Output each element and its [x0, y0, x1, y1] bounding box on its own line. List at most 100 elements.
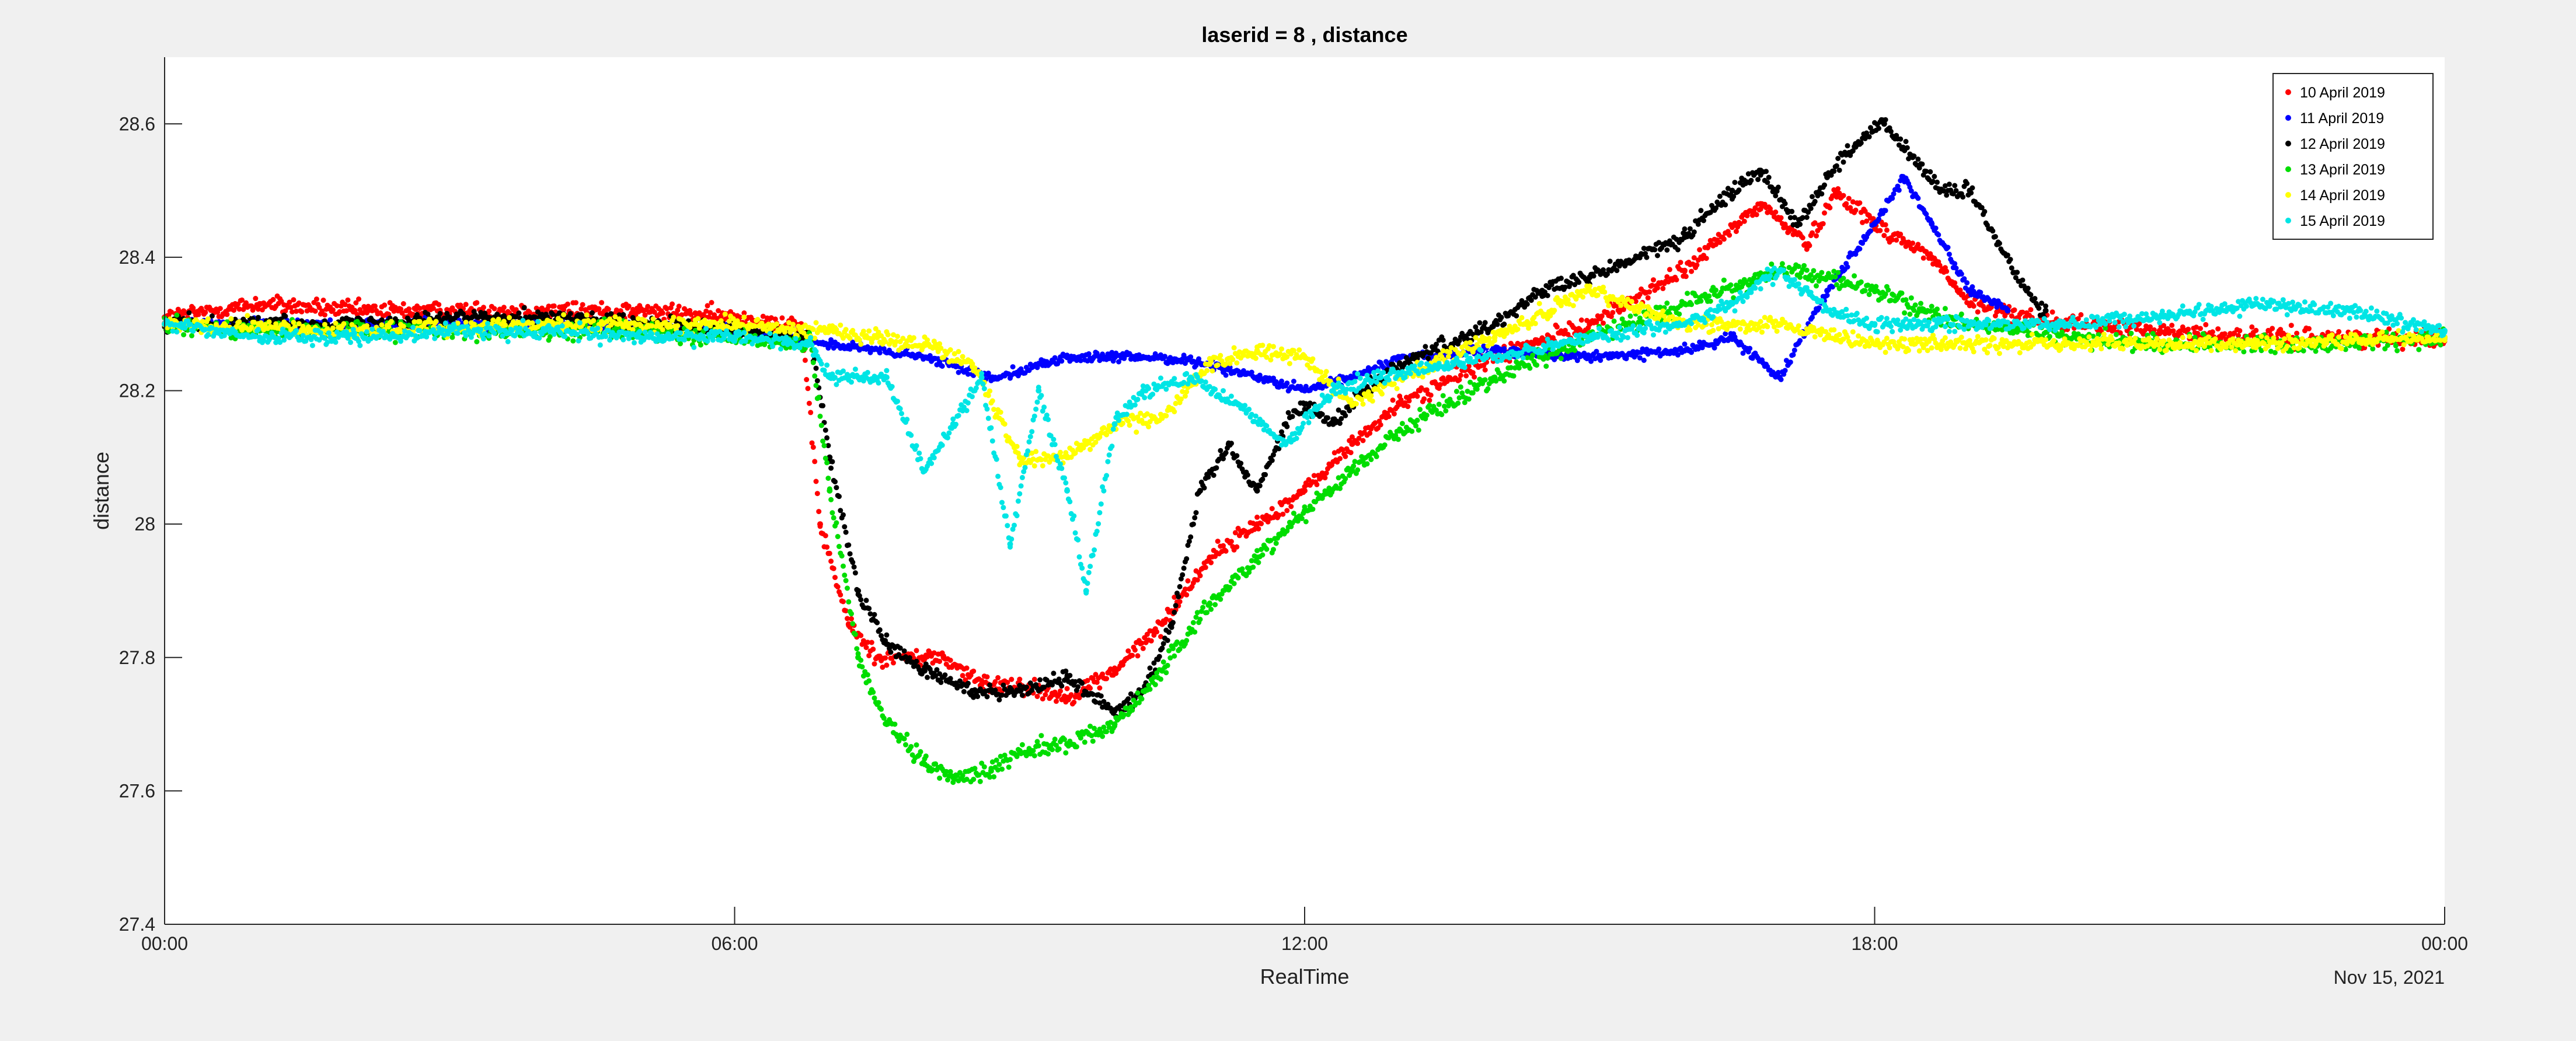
- data-point: [570, 338, 576, 344]
- data-point: [1744, 213, 1750, 219]
- data-point: [181, 332, 187, 338]
- data-point: [679, 312, 685, 318]
- data-point: [1773, 193, 1779, 198]
- data-point: [1992, 234, 1998, 239]
- data-point: [1405, 404, 1411, 410]
- data-point: [1234, 544, 1240, 550]
- data-point: [1850, 199, 1856, 205]
- data-point: [1765, 180, 1770, 186]
- data-point: [768, 315, 774, 321]
- data-point: [1915, 242, 1921, 247]
- data-point: [1934, 179, 1940, 185]
- data-point: [901, 648, 907, 654]
- data-point: [1810, 230, 1815, 236]
- data-point: [1775, 184, 1781, 190]
- data-point: [1256, 526, 1261, 532]
- data-point: [1223, 450, 1229, 456]
- data-point: [1177, 599, 1183, 605]
- data-point: [1160, 641, 1166, 647]
- data-point: [399, 310, 405, 316]
- data-point: [1758, 201, 1764, 207]
- data-point: [1125, 696, 1131, 702]
- data-point: [1944, 192, 1950, 198]
- data-point: [344, 308, 349, 314]
- data-point: [256, 301, 263, 307]
- data-point: [703, 308, 709, 314]
- data-point: [1957, 287, 1963, 293]
- data-point: [1545, 293, 1550, 298]
- data-point: [2209, 329, 2215, 335]
- data-point: [812, 459, 818, 464]
- data-point: [1812, 198, 1818, 204]
- data-point: [1978, 289, 1984, 295]
- data-point: [1477, 320, 1483, 326]
- data-point: [2170, 328, 2176, 334]
- data-point: [822, 427, 828, 433]
- data-point: [573, 300, 578, 306]
- data-point: [827, 550, 832, 556]
- data-point: [805, 386, 811, 392]
- data-point: [313, 296, 319, 302]
- data-point: [1456, 377, 1462, 383]
- data-point: [1827, 205, 1833, 211]
- data-point: [1111, 668, 1118, 674]
- data-point: [1139, 640, 1145, 646]
- data-point: [1964, 180, 1970, 186]
- data-point: [1747, 345, 1753, 351]
- data-point: [1812, 220, 1818, 226]
- data-point: [1085, 677, 1090, 683]
- data-point: [1804, 215, 1810, 220]
- data-point: [922, 354, 928, 361]
- data-point: [1181, 565, 1187, 571]
- data-point: [1418, 385, 1424, 391]
- data-point: [2156, 327, 2163, 334]
- data-point: [1843, 201, 1849, 207]
- data-point: [1782, 201, 1788, 207]
- data-point: [2009, 313, 2014, 319]
- data-point: [1701, 218, 1706, 223]
- data-point: [1058, 688, 1063, 694]
- data-point: [1858, 140, 1864, 146]
- data-point: [1197, 573, 1203, 579]
- data-point: [1587, 274, 1593, 281]
- data-point: [447, 314, 453, 320]
- data-point: [1953, 266, 1959, 271]
- data-point: [709, 300, 714, 305]
- data-point: [1421, 396, 1427, 402]
- data-point: [1396, 361, 1403, 367]
- data-point: [2023, 288, 2030, 294]
- data-point: [1687, 226, 1693, 232]
- data-point: [283, 308, 288, 314]
- data-point: [2222, 331, 2228, 337]
- data-point: [1960, 194, 1966, 200]
- data-point: [255, 315, 261, 320]
- data-point: [1831, 169, 1837, 174]
- data-point: [824, 544, 830, 550]
- data-point: [1651, 277, 1656, 283]
- data-point: [1797, 338, 1803, 344]
- data-point: [891, 660, 896, 666]
- data-point: [988, 374, 994, 380]
- data-point: [1531, 341, 1537, 347]
- data-point: [1254, 521, 1260, 528]
- data-point: [1919, 161, 1925, 167]
- data-point: [937, 659, 943, 664]
- data-point: [804, 377, 810, 382]
- data-point: [334, 303, 340, 309]
- data-point: [1223, 548, 1229, 554]
- data-point: [1967, 288, 1973, 294]
- data-point: [1732, 221, 1738, 226]
- data-point: [987, 682, 993, 688]
- data-point: [1148, 638, 1154, 644]
- data-point: [2198, 326, 2203, 331]
- data-point: [1691, 255, 1697, 261]
- data-point: [1132, 647, 1138, 653]
- data-point: [1929, 221, 1935, 227]
- data-point: [832, 479, 838, 485]
- data-point: [1936, 232, 1941, 237]
- data-point: [845, 616, 850, 621]
- data-point: [1822, 210, 1827, 216]
- data-point: [2012, 307, 2017, 313]
- data-point: [551, 303, 557, 309]
- data-point: [474, 300, 480, 306]
